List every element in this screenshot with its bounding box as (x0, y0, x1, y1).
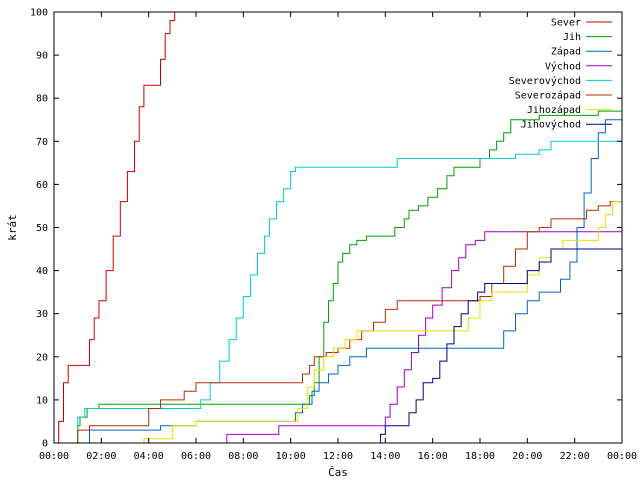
y-tick-label: 80 (36, 94, 48, 105)
legend-label: Severovýchod (509, 75, 581, 87)
y-axis: 0 10 20 30 40 50 60 70 80 90 100 (30, 8, 622, 450)
legend-label: Jihozápad (527, 104, 581, 116)
legend-label: Sever (551, 18, 581, 29)
x-axis-label: Čas (328, 466, 348, 479)
y-tick-label: 100 (30, 8, 48, 19)
x-tick-label: 12:00 (323, 451, 353, 462)
y-tick-label: 90 (36, 51, 48, 62)
series-line (141, 201, 622, 444)
x-tick-label: 22:00 (560, 451, 590, 462)
y-tick-label: 70 (36, 137, 48, 148)
x-tick-label: 18:00 (465, 451, 495, 462)
series-line (378, 248, 622, 444)
series-line (72, 140, 622, 444)
x-tick-label: 10:00 (276, 451, 306, 462)
legend-label: Jihovýchod (521, 119, 581, 131)
y-tick-label: 60 (36, 180, 48, 191)
legend-label: Západ (551, 46, 581, 58)
y-tick-label: 50 (36, 223, 48, 234)
series-line (54, 12, 176, 444)
legend: Sever Jih Západ Východ Severovýchod Severozáp… (509, 18, 612, 131)
series-line (226, 231, 622, 443)
x-tick-label: 02:00 (86, 451, 116, 462)
legend-label: Jih (563, 32, 581, 43)
x-tick-label: 20:00 (512, 451, 542, 462)
y-tick-label: 0 (42, 439, 48, 450)
x-tick-label: 06:00 (181, 451, 211, 462)
y-tick-label: 20 (36, 352, 48, 363)
y-tick-label: 40 (36, 266, 48, 277)
x-tick-label: 16:00 (418, 451, 448, 462)
legend-label: Severozápad (515, 90, 581, 102)
x-axis: 00:00 02:00 04:00 06:00 08:00 10:00 12:00 14:00… (39, 12, 637, 462)
x-tick-label: 04:00 (134, 451, 164, 462)
x-tick-label: 00:00 (39, 451, 69, 462)
y-tick-label: 10 (36, 395, 48, 406)
y-tick-label: 30 (36, 309, 48, 320)
series-line (75, 106, 623, 444)
series-layer (54, 12, 623, 444)
x-tick-label: 00:00 (607, 451, 637, 462)
y-axis-label: krát (6, 214, 19, 241)
x-tick-label: 14:00 (370, 451, 400, 462)
legend-label: Východ (545, 60, 581, 72)
x-tick-label: 08:00 (228, 451, 258, 462)
